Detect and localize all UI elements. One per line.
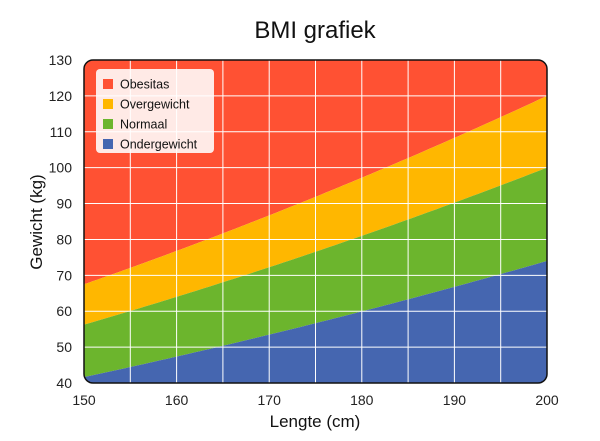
x-tick-label: 160 (165, 392, 189, 408)
y-tick-label: 130 (49, 52, 73, 68)
x-tick-label: 200 (535, 392, 559, 408)
y-tick-label: 40 (56, 375, 72, 391)
legend-label-normaal: Normaal (120, 118, 167, 132)
legend-swatch-normaal (103, 119, 113, 129)
legend-swatch-obesitas (103, 79, 113, 89)
legend-swatch-ondergewicht (103, 139, 113, 149)
y-tick-label: 100 (49, 160, 73, 176)
x-axis-label: Lengte (cm) (270, 412, 361, 431)
band-ondergewicht (84, 260, 547, 383)
legend-box (96, 69, 214, 153)
y-tick-label: 50 (56, 339, 72, 355)
plot-border (83, 59, 548, 384)
x-tick-label: 190 (443, 392, 467, 408)
x-tick-label: 180 (350, 392, 374, 408)
y-axis-label: Gewicht (kg) (27, 174, 46, 269)
x-tick-label: 150 (72, 392, 96, 408)
y-tick-label: 70 (56, 267, 72, 283)
y-tick-label: 110 (50, 124, 73, 140)
legend-swatch-overgewicht (103, 99, 113, 109)
legend-label-ondergewicht: Ondergewicht (120, 138, 198, 152)
y-tick-label: 120 (49, 88, 73, 104)
legend-label-overgewicht: Overgewicht (120, 98, 190, 112)
axis-ticks: 150 160 170 180 190 200 40 50 60 70 80 90 100 110 120 1… (49, 52, 559, 408)
chart-title: BMI grafiek (254, 17, 376, 44)
legend: Obesitas Overgewicht Normaal Ondergewicht (96, 69, 214, 153)
y-tick-label: 80 (56, 231, 72, 247)
y-tick-label: 60 (56, 303, 72, 319)
x-tick-label: 170 (258, 392, 282, 408)
y-tick-label: 90 (56, 196, 72, 212)
legend-label-obesitas: Obesitas (120, 78, 169, 92)
